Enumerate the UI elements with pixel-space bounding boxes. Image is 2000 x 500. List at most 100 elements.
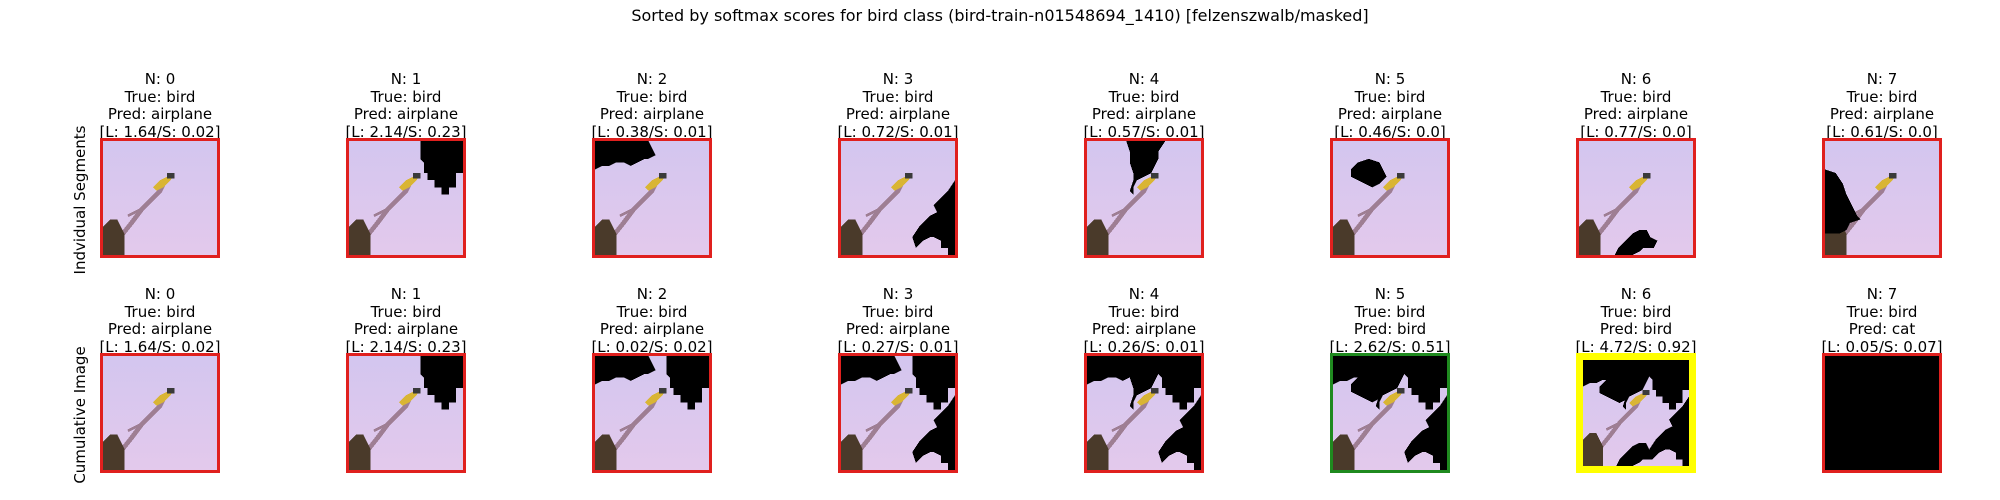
true-label: True: bird [124,87,196,106]
photo-image [1583,360,1689,466]
branch-twig [1111,207,1127,218]
mask-segment-4 [1126,356,1166,410]
photo-image [841,141,955,255]
score-label: [L: 0.27/S: 0.01] [837,337,959,356]
mask-segment-5 [1350,373,1387,403]
branch [361,182,412,243]
branch [1099,397,1150,458]
bird-head [413,388,421,394]
branch [853,397,904,458]
pred-label: Pred: airplane [1829,105,1935,123]
image-frame [592,353,712,473]
score-label: [L: 0.26/S: 0.01] [1083,337,1205,356]
true-label: True: bird [862,302,934,321]
panel-index-label: N: 3 [882,70,914,88]
panel-individual-5: N: 5 True: bird Pred: airplane [L: 0.46/S: … [1280,70,1500,141]
bird-head [167,173,175,179]
panel-individual-2: N: 2 True: bird Pred: airplane [L: 0.38/S: … [542,70,762,141]
panel-caption: N: 3 True: bird Pred: airplane [L: 0.72/S: … [788,70,1008,141]
branch-twig [1357,422,1373,433]
pred-label: Pred: airplane [107,320,213,338]
image-frame [1576,353,1696,473]
mask-segment-6 [1616,442,1656,466]
mask-segment-3 [912,180,955,255]
pred-label: Pred: airplane [599,105,705,123]
branch [1345,397,1396,458]
tree-stump [1333,434,1355,470]
score-label: [L: 2.62/S: 0.51] [1329,337,1451,356]
bird-head [1643,173,1651,179]
panel-caption: N: 6 True: bird Pred: bird [L: 4.72/S: 0.92… [1526,285,1746,356]
image-frame [1822,138,1942,258]
true-label: True: bird [1600,302,1672,321]
bird-head [905,388,913,394]
tree-stump [349,219,371,255]
row-label-cumulative: Cumulative Image [71,346,89,484]
panel-cumulative-1: N: 1 True: bird Pred: airplane [L: 2.14/S: … [296,285,516,356]
branch [1099,182,1150,243]
image-frame [838,138,958,258]
branch [115,397,166,458]
mask-segment-5 [1599,376,1633,404]
true-label: True: bird [1600,87,1672,106]
panel-caption: N: 5 True: bird Pred: bird [L: 2.62/S: 0.51… [1280,285,1500,356]
photo-image [595,141,709,255]
image-frame [100,353,220,473]
panel-caption: N: 0 True: bird Pred: airplane [L: 1.64/S: … [50,70,270,141]
score-label: [L: 1.64/S: 0.02] [99,337,221,356]
true-label: True: bird [616,87,688,106]
image-frame [1330,138,1450,258]
panel-individual-0: N: 0 True: bird Pred: airplane [L: 1.64/S: … [50,70,270,141]
tree-stump [103,219,125,255]
panel-caption: N: 0 True: bird Pred: airplane [L: 1.64/S: … [50,285,270,356]
true-label: True: bird [1846,87,1918,106]
mask-segment-5 [1350,158,1387,188]
score-label: [L: 2.14/S: 0.23] [345,122,467,141]
tree-stump [1087,434,1109,470]
branch-twig [619,422,635,433]
panel-cumulative-5: N: 5 True: bird Pred: bird [L: 2.62/S: 0.51… [1280,285,1500,356]
score-label: [L: 0.72/S: 0.01] [837,122,959,141]
panel-individual-3: N: 3 True: bird Pred: airplane [L: 0.72/S: … [788,70,1008,141]
image-frame [838,353,958,473]
photo-image [103,141,217,255]
panel-individual-1: N: 1 True: bird Pred: airplane [L: 2.14/S: … [296,70,516,141]
score-label: [L: 0.77/S: 0.0] [1580,122,1692,141]
panel-caption: N: 6 True: bird Pred: airplane [L: 0.77/S: … [1526,70,1746,141]
pred-label: Pred: airplane [845,320,951,338]
score-label: [L: 2.14/S: 0.23] [345,337,467,356]
mask-segment-1 [1158,356,1201,410]
tree-stump [1087,219,1109,255]
pred-label: Pred: airplane [1583,105,1689,123]
branch [607,397,658,458]
panel-index-label: N: 6 [1620,70,1652,88]
tree-stump [841,434,863,470]
pred-label: Pred: airplane [845,105,951,123]
tree-stump [595,219,617,255]
branch-twig [127,207,143,218]
true-label: True: bird [1354,302,1426,321]
panel-caption: N: 2 True: bird Pred: airplane [L: 0.38/S: … [542,70,762,141]
mask-segment-3 [912,395,955,470]
mask-segment-6 [1614,230,1658,255]
photo-image [349,141,463,255]
pred-label: Pred: bird [1353,320,1427,338]
tree-stump [349,434,371,470]
mask-segment-1 [1896,356,1939,410]
mask-segment-1 [1404,356,1447,410]
mask-segment-3 [1404,395,1447,470]
panel-cumulative-6: N: 6 True: bird Pred: bird [L: 4.72/S: 0.92… [1526,285,1746,356]
mask-segment-2 [595,356,656,385]
true-label: True: bird [1108,87,1180,106]
panel-index-label: N: 2 [636,285,668,303]
branch [1591,182,1642,243]
pred-label: Pred: airplane [107,105,213,123]
true-label: True: bird [862,87,934,106]
pred-label: Pred: airplane [353,105,459,123]
figure-title: Sorted by softmax scores for bird class … [631,6,1369,25]
mask-segment-4 [1126,141,1166,195]
bird-head [659,173,667,179]
image-frame [1822,353,1942,473]
bird-head [1151,173,1159,179]
branch [1837,182,1888,243]
